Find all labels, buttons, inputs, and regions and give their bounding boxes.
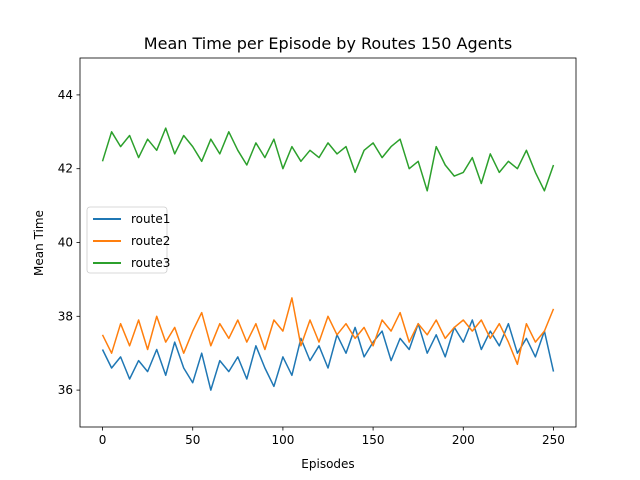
x-axis-label: Episodes — [301, 457, 354, 471]
y-tick-label: 42 — [58, 162, 73, 176]
legend-label-route3: route3 — [131, 256, 170, 270]
y-tick-label: 36 — [58, 383, 73, 397]
series-line-route2 — [101, 297, 555, 366]
x-tick-label: 150 — [362, 433, 385, 447]
series-lines — [101, 127, 555, 391]
legend: route1 route2 route3 — [86, 206, 170, 274]
chart-title: Mean Time per Episode by Routes 150 Agen… — [144, 34, 512, 53]
y-tick-label: 40 — [58, 236, 73, 250]
y-tick-label: 44 — [58, 88, 73, 102]
y-tick-label: 38 — [58, 309, 73, 323]
x-tick-label: 200 — [452, 433, 475, 447]
plot-frame — [79, 57, 577, 428]
legend-frame — [86, 206, 168, 274]
series-line-route1 — [101, 319, 555, 391]
series-line-route3 — [101, 127, 555, 192]
legend-label-route1: route1 — [131, 212, 170, 226]
x-tick-label: 50 — [185, 433, 200, 447]
x-tick-label: 250 — [542, 433, 565, 447]
axis-ticks: 0 50 100 150 200 250 36 38 40 42 44 — [58, 88, 565, 447]
plot-area — [79, 57, 577, 428]
x-tick-label: 0 — [99, 433, 107, 447]
x-tick-label: 100 — [271, 433, 294, 447]
legend-label-route2: route2 — [131, 234, 170, 248]
y-axis-label: Mean Time — [32, 210, 46, 276]
